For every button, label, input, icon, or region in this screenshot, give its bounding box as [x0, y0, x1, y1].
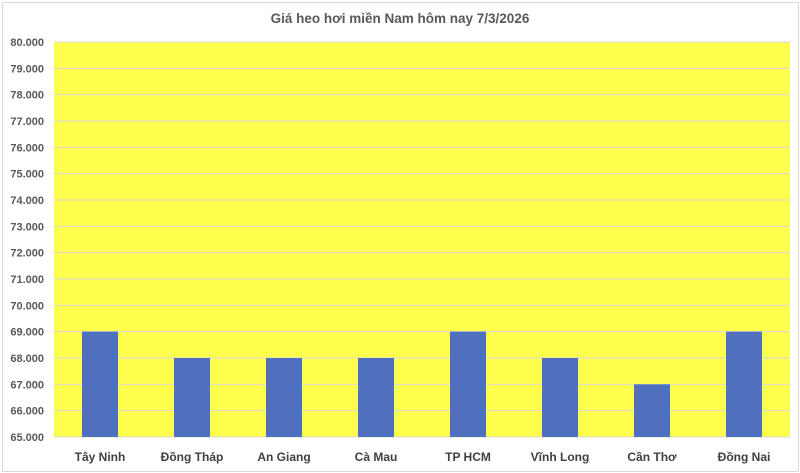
y-tick-label: 65.000	[10, 432, 44, 444]
bar	[358, 358, 394, 437]
bar	[266, 358, 302, 437]
y-tick-label: 68.000	[10, 353, 44, 365]
y-tick-label: 67.000	[10, 379, 44, 391]
x-tick-label: Vĩnh Long	[531, 450, 590, 464]
y-tick-label: 66.000	[10, 406, 44, 418]
bars	[82, 331, 762, 437]
x-tick-label: Cà Mau	[355, 450, 398, 464]
x-tick-label: Tây Ninh	[75, 450, 126, 464]
y-tick-label: 77.000	[10, 116, 44, 128]
x-tick-label: Đồng Tháp	[161, 450, 224, 464]
y-tick-label: 74.000	[10, 195, 44, 207]
y-tick-label: 78.000	[10, 90, 44, 102]
y-tick-label: 71.000	[10, 274, 44, 286]
bar	[542, 358, 578, 437]
y-tick-label: 76.000	[10, 142, 44, 154]
y-tick-label: 79.000	[10, 63, 44, 75]
y-tick-label: 80.000	[10, 37, 44, 49]
x-tick-label: Đồng Nai	[718, 450, 771, 464]
y-tick-label: 73.000	[10, 221, 44, 233]
y-axis-ticks: 65.000 66.000 67.000 68.000 69.000 70.000 71.0…	[10, 37, 44, 444]
chart-title: Giá heo hơi miền Nam hôm nay 7/3/2026	[271, 11, 530, 26]
x-tick-label: Cần Thơ	[627, 450, 677, 464]
bar	[634, 384, 670, 437]
bar	[82, 331, 118, 437]
x-axis-ticks: Tây Ninh Đồng Tháp An Giang Cà Mau TP HCM Vĩn…	[75, 450, 771, 464]
bar	[450, 331, 486, 437]
y-tick-label: 72.000	[10, 248, 44, 260]
plot-area	[54, 42, 790, 437]
x-tick-label: An Giang	[257, 450, 310, 464]
y-tick-label: 75.000	[10, 169, 44, 181]
bar	[174, 358, 210, 437]
bar	[726, 331, 762, 437]
y-tick-label: 70.000	[10, 300, 44, 312]
x-tick-label: TP HCM	[445, 450, 491, 464]
y-tick-label: 69.000	[10, 327, 44, 339]
